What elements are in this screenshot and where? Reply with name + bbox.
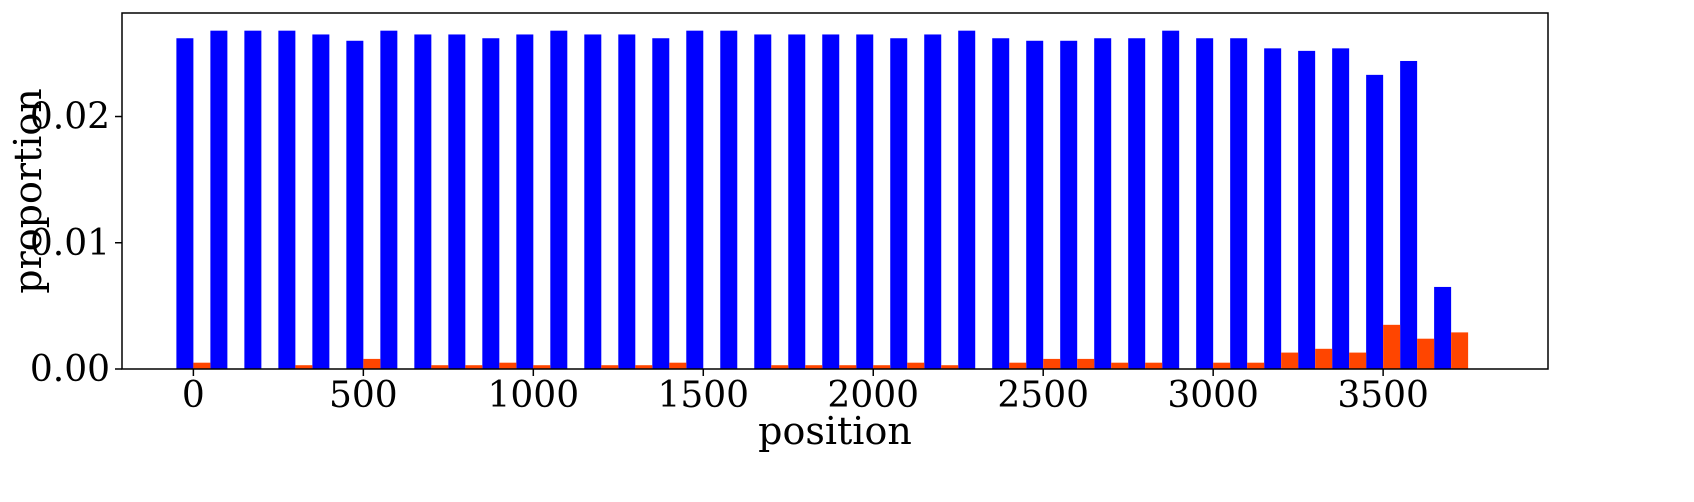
x-tick-label: 0	[182, 375, 205, 416]
orange-bar	[873, 365, 891, 369]
blue-bar	[482, 38, 500, 369]
orange-bar	[533, 365, 551, 369]
blue-bar	[788, 34, 806, 370]
blue-bar	[1060, 40, 1078, 370]
blue-bar	[754, 34, 772, 370]
x-axis-title: position	[758, 409, 912, 453]
orange-bar	[1281, 352, 1299, 369]
orange-bar	[193, 362, 211, 369]
orange-bar	[1383, 324, 1401, 369]
blue-bar	[1298, 50, 1316, 370]
blue-bar	[1366, 74, 1384, 370]
blue-bar	[958, 30, 976, 369]
bars-group	[176, 30, 1469, 370]
blue-bar	[1264, 48, 1282, 369]
blue-bar	[1400, 60, 1418, 369]
blue-bar	[1230, 38, 1248, 369]
orange-bar	[805, 365, 823, 369]
orange-bar	[1247, 362, 1265, 369]
blue-bar	[686, 30, 704, 369]
x-tick-label: 500	[329, 375, 398, 416]
blue-bar	[618, 34, 636, 370]
orange-bar	[907, 362, 925, 369]
orange-bar	[363, 358, 381, 369]
x-tick-label: 2500	[997, 375, 1089, 416]
y-tick-label: 0.02	[30, 97, 110, 138]
orange-bar	[669, 362, 687, 369]
blue-bar	[1162, 30, 1180, 369]
orange-bar	[465, 365, 483, 369]
blue-bar	[856, 34, 874, 370]
ticks-group: 0 500 1000 1500 2000 2500 3000 3500 0.00 0.01 0.02	[30, 97, 1429, 416]
blue-bar	[516, 34, 534, 370]
orange-bar	[771, 365, 789, 369]
y-axis-title: proportion	[6, 88, 50, 294]
orange-bar	[1417, 338, 1435, 369]
orange-bar	[1451, 332, 1469, 369]
blue-bar	[278, 30, 296, 369]
blue-bar	[244, 30, 262, 369]
y-tick-label: 0.01	[30, 223, 110, 264]
blue-bar	[992, 38, 1010, 369]
orange-bar	[635, 365, 653, 369]
blue-bar	[924, 34, 942, 370]
blue-bar	[584, 34, 602, 370]
orange-bar	[295, 365, 313, 369]
orange-bar	[1213, 362, 1231, 369]
orange-bar	[1315, 348, 1333, 369]
x-tick-label: 1500	[657, 375, 749, 416]
blue-bar	[822, 34, 840, 370]
blue-bar	[652, 38, 670, 369]
blue-bar	[414, 34, 432, 370]
orange-bar	[601, 365, 619, 369]
blue-bar	[1196, 38, 1214, 369]
orange-bar	[839, 365, 857, 369]
blue-bar	[1434, 286, 1452, 369]
x-tick-label: 1000	[488, 375, 580, 416]
blue-bar	[346, 40, 364, 370]
orange-bar	[1349, 352, 1367, 369]
orange-bar	[1111, 362, 1129, 369]
blue-bar	[380, 30, 398, 369]
orange-bar	[1145, 362, 1163, 369]
orange-bar	[1009, 362, 1027, 369]
x-tick-label: 3000	[1167, 375, 1259, 416]
orange-bar	[431, 365, 449, 369]
blue-bar	[720, 30, 738, 369]
orange-bar	[941, 365, 959, 369]
orange-bar	[1043, 358, 1061, 369]
blue-bar	[1094, 38, 1112, 369]
blue-bar	[1128, 38, 1146, 369]
x-tick-label: 3500	[1337, 375, 1429, 416]
orange-bar	[499, 362, 517, 369]
blue-bar	[312, 34, 330, 370]
blue-bar	[448, 34, 466, 370]
blue-bar	[1332, 48, 1350, 369]
blue-bar	[176, 38, 194, 369]
blue-bar	[550, 30, 568, 369]
blue-bar	[1026, 40, 1044, 370]
plot-frame	[121, 12, 1549, 370]
y-tick-label: 0.00	[30, 349, 110, 390]
x-tick-label: 2000	[827, 375, 919, 416]
blue-bar	[890, 38, 908, 369]
orange-bar	[1077, 358, 1095, 369]
blue-bar	[210, 30, 228, 369]
